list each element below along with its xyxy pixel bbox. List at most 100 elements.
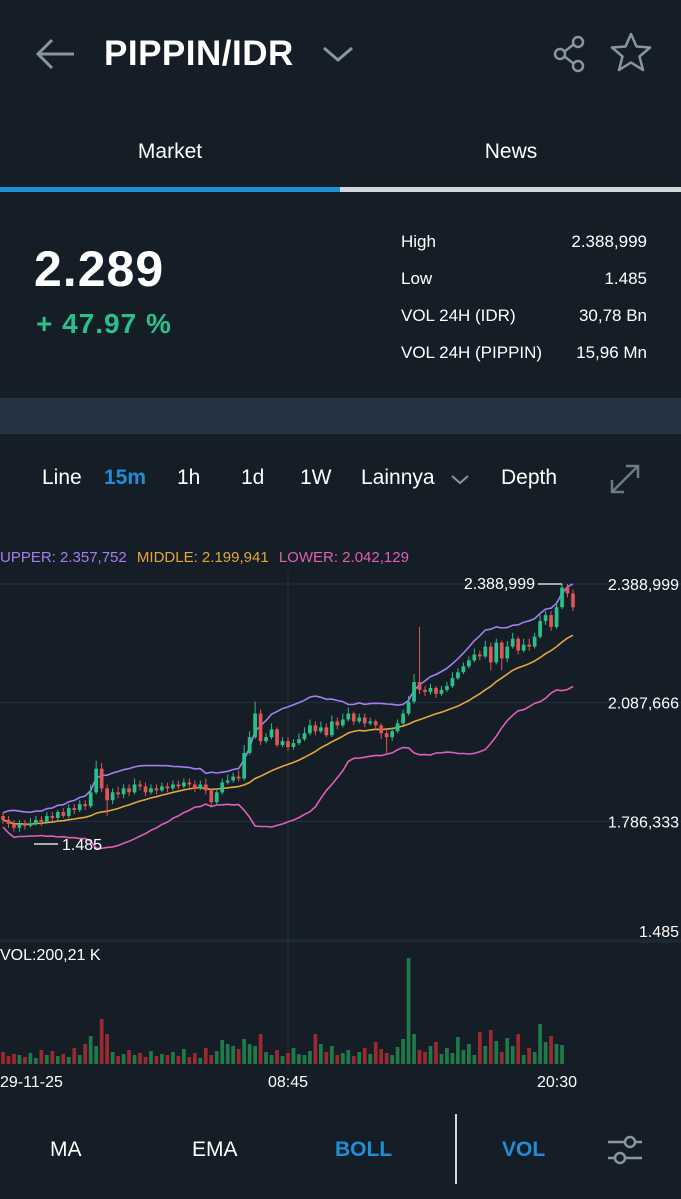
stat-value: 15,96 Mn xyxy=(576,343,647,362)
candle-body xyxy=(488,646,493,663)
expand-icon xyxy=(610,464,640,494)
indicator-vol-button[interactable]: VOL xyxy=(502,1138,546,1161)
volume-bar xyxy=(483,1046,488,1064)
stat-label: VOL 24H (PIPPIN) xyxy=(401,343,543,362)
chart-type-line[interactable]: Line xyxy=(42,466,82,489)
favorite-button[interactable] xyxy=(608,30,654,76)
more-intervals-button[interactable]: Lainnya xyxy=(361,466,435,489)
candle-body xyxy=(450,678,455,686)
y-axis-label: 2.087,666 xyxy=(608,696,679,713)
tab-indicator-active xyxy=(0,187,340,192)
candle-body xyxy=(165,786,170,789)
candle-body xyxy=(116,792,120,795)
depth-chart-button[interactable]: Depth xyxy=(501,466,558,489)
stat-value: 2.388,999 xyxy=(571,232,647,251)
candle-body xyxy=(39,819,44,822)
candle-body xyxy=(121,788,126,795)
price-change-percent: + 47.97 % xyxy=(36,308,172,339)
candle-body xyxy=(499,642,504,659)
volume-bar xyxy=(384,1053,389,1064)
app-header: PIPPIN/IDR xyxy=(0,0,681,112)
tab-market[interactable]: Market xyxy=(137,140,203,163)
candle-body xyxy=(384,733,389,738)
interval-1h[interactable]: 1h xyxy=(177,466,201,489)
candle-body xyxy=(23,823,27,826)
candle-body xyxy=(554,607,559,627)
volume-bar xyxy=(247,1044,252,1064)
interval-1w[interactable]: 1W xyxy=(300,466,332,489)
volume-bar xyxy=(554,1044,559,1064)
candle-body xyxy=(291,743,296,748)
volume-bar xyxy=(203,1048,208,1064)
chevron-down-icon xyxy=(323,46,353,62)
candle-body xyxy=(428,687,433,692)
star-icon xyxy=(610,32,652,72)
tab-news[interactable]: News xyxy=(484,140,538,163)
candle-body xyxy=(94,768,99,793)
volume-bar xyxy=(521,1055,526,1064)
candle-body xyxy=(264,737,268,742)
interval-15m[interactable]: 15m xyxy=(104,466,147,489)
volume-bar xyxy=(28,1053,33,1064)
indicator-settings-button[interactable] xyxy=(604,1130,646,1170)
volume-bar xyxy=(439,1054,444,1064)
volume-bar xyxy=(154,1056,159,1064)
candlestick-chart-svg[interactable]: 2.388,999 2.087,666 1.786,333 1.485 2.388,99… xyxy=(0,570,681,1100)
interval-1d[interactable]: 1d xyxy=(241,466,265,489)
stat-vol-pippin: VOL 24H (PIPPIN) 15,96 Mn xyxy=(401,343,647,367)
volume-bar xyxy=(209,1055,214,1064)
volume-bar xyxy=(319,1044,323,1064)
boll-legend: UPPER: 2.357,752 MIDDLE: 2.199,941 LOWER… xyxy=(0,549,415,569)
indicator-boll-button[interactable]: BOLL xyxy=(335,1138,393,1161)
stat-value: 30,78 Bn xyxy=(578,306,647,325)
candle-body xyxy=(461,666,466,673)
indicator-ma-button[interactable]: MA xyxy=(50,1138,82,1161)
volume-bar xyxy=(335,1055,340,1064)
candle-body xyxy=(61,812,66,816)
volume-bar xyxy=(214,1051,219,1064)
candle-body xyxy=(247,737,252,753)
candle-body xyxy=(319,727,323,732)
volume-bar xyxy=(445,1048,449,1064)
volume-bar xyxy=(373,1042,378,1064)
pair-selector-button[interactable] xyxy=(318,36,358,72)
candle-body xyxy=(50,815,55,818)
high-marker-label: 2.388,999 xyxy=(464,576,535,593)
candle-body xyxy=(560,587,564,608)
candle-body xyxy=(439,689,444,694)
tab-indicator-inactive xyxy=(340,187,681,192)
volume-bar xyxy=(269,1055,274,1064)
volume-bar xyxy=(505,1038,510,1064)
volume-bar xyxy=(549,1036,553,1064)
volume-bar xyxy=(160,1054,164,1064)
volume-bar xyxy=(538,1024,542,1064)
candle-body xyxy=(340,719,345,726)
fullscreen-button[interactable] xyxy=(604,458,646,500)
candle-body xyxy=(6,819,11,824)
candle-body xyxy=(12,823,16,828)
back-button[interactable] xyxy=(28,30,84,78)
stat-label: High xyxy=(401,232,436,251)
share-button[interactable] xyxy=(548,32,592,76)
volume-bar xyxy=(187,1057,192,1064)
volume-bar xyxy=(66,1057,71,1064)
candle-body xyxy=(373,721,378,726)
volume-bar xyxy=(329,1046,334,1064)
candle-body xyxy=(543,615,548,622)
volume-bar xyxy=(401,1039,405,1064)
price-chart[interactable]: 2.388,999 2.087,666 1.786,333 1.485 2.388,99… xyxy=(0,570,681,1100)
candle-body xyxy=(236,776,241,779)
candle-body xyxy=(99,768,104,789)
volume-bar xyxy=(88,1036,93,1064)
pair-title[interactable]: PIPPIN/IDR xyxy=(104,34,294,73)
candle-body xyxy=(110,792,115,801)
volume-bar xyxy=(23,1057,27,1064)
candle-body xyxy=(329,721,334,736)
candle-body xyxy=(225,780,230,783)
volume-bar xyxy=(423,1052,427,1064)
indicator-ema-button[interactable]: EMA xyxy=(192,1138,238,1161)
volume-bar xyxy=(1,1052,5,1064)
candle-body xyxy=(510,638,515,647)
volume-bar xyxy=(395,1047,400,1064)
candle-body xyxy=(434,687,438,694)
